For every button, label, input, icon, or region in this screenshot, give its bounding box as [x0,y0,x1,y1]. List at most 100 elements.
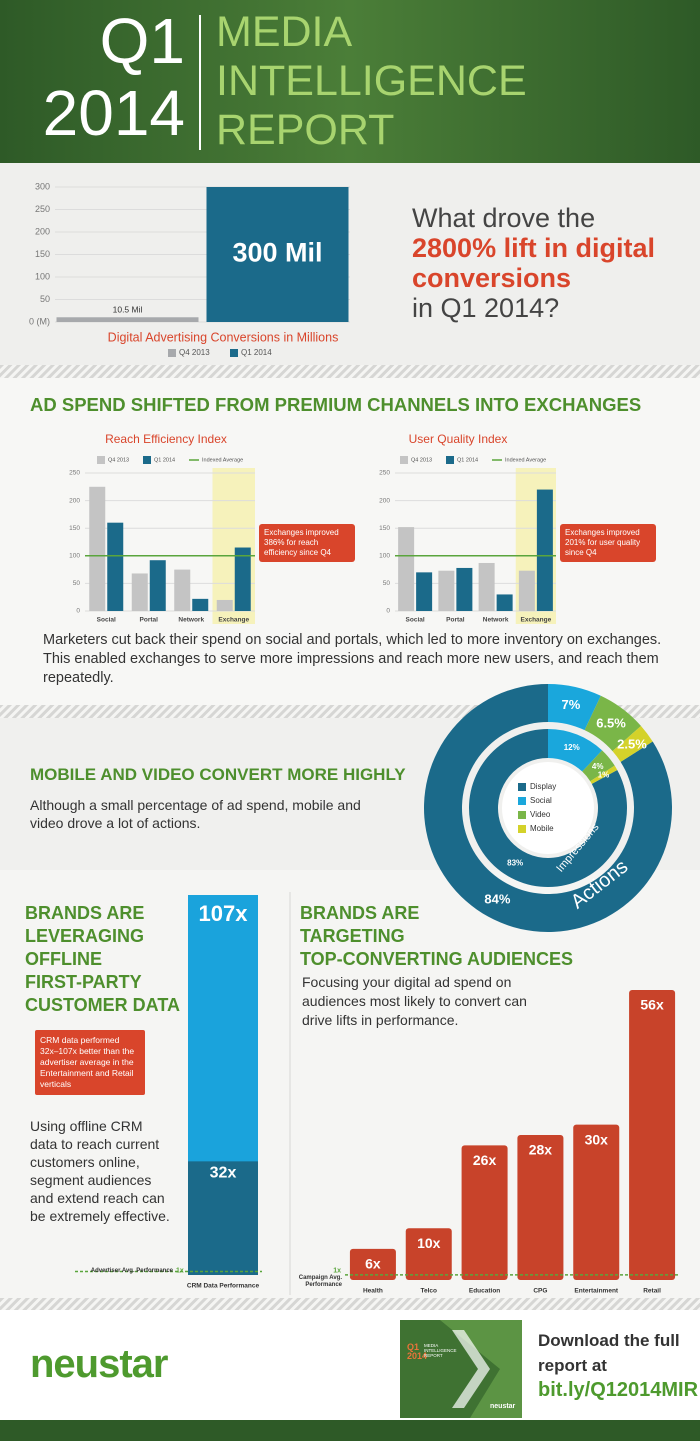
x-tick-label: Exchange [218,617,249,624]
legend-swatch [518,797,526,805]
y-tick-label: 200 [69,497,80,504]
annotation: Exchanges improved 386% for reach effici… [259,524,355,562]
bar [573,1124,620,1280]
y-tick-label: 200 [379,497,390,504]
thumbnail-shape [440,1320,522,1418]
heading-line: LEVERAGING [25,926,145,946]
bar [496,594,513,611]
thumbnail-brand: neustar [490,1403,516,1410]
thumbnail-quarter: Q1 2014 [407,1343,427,1361]
chart-title: Digital Advertising Conversions in Milli… [108,330,339,344]
section-body: Although a small percentage of ad spend,… [30,797,361,831]
legend-label: Q1 2014 [457,457,478,463]
header-background [0,0,700,163]
x-tick-label: Network [483,617,509,624]
donut-segment [584,695,642,752]
value-label: 300 Mil [232,238,322,268]
value-label: 56x [640,997,664,1013]
y-tick-label: 0 [76,608,80,615]
legend-label: Video [530,810,551,819]
bar [188,1161,258,1275]
x-tick-label: Entertainment [574,1288,619,1295]
bar [89,486,106,611]
y-tick-label: 50 [383,580,391,587]
legend-label: Q4 2013 [179,348,210,357]
bar [234,547,251,611]
question-line: in Q1 2014? [412,293,560,323]
thumbnail-chevron [452,1330,490,1408]
cta-line: Download the full [538,1331,680,1350]
chart-title: Reach Efficiency Index [105,432,227,446]
thumbnail-text: Q1 [407,1342,420,1352]
bar [517,1135,564,1280]
question-highlight: 2800% lift in digital [412,233,656,263]
donut-segment [423,684,672,932]
donut-segment [468,729,627,887]
thumbnail-text: 2014 [407,1351,428,1361]
section-heading: BRANDS ARE LEVERAGING OFFLINE FIRST-PART… [25,902,180,1017]
x-tick-label: Network [178,617,204,624]
y-tick-label: 50 [73,580,81,587]
legend-label: Social [530,796,552,805]
y-tick-label: 0 [386,608,390,615]
legend-swatch [446,456,454,464]
bar [478,562,495,611]
value-label: 10.5 Mil [113,305,143,315]
reference-label: Advertiser Avg. Performance [91,1268,174,1274]
bar [192,598,209,611]
x-tick-label: Social [406,617,425,624]
x-tick-label: Portal [140,617,159,624]
legend-swatch [400,456,408,464]
legend-swatch [143,456,151,464]
cta-line: report at [538,1356,607,1375]
value-label: 28x [529,1142,553,1158]
bar [629,990,676,1280]
legend-label: Indexed Average [505,457,546,463]
bar [131,573,148,611]
donut-segment [612,725,653,762]
value-label: 12% [564,743,580,752]
heading-line: BRANDS ARE [25,903,145,923]
heading-line: TOP-CONVERTING AUDIENCES [300,949,574,969]
x-tick-label: CRM Data Performance [187,1283,260,1290]
value-label: 1% [598,770,610,779]
annotation: Exchanges improved 201% for user quality… [560,524,656,562]
title-line: REPORT [216,106,395,154]
section-body: Using offline CRM data to reach current … [30,1118,170,1224]
bar [438,570,455,611]
section-body: Marketers cut back their spend on social… [43,632,662,686]
thumbnail-title: MEDIA INTELLIGENCE REPORT [424,1343,457,1358]
link[interactable]: bit.ly/Q12014MIR [538,1379,699,1401]
value-label: 7% [562,697,581,712]
y-tick-label: 150 [379,525,390,532]
legend-swatch [518,825,526,833]
y-tick-label: 250 [379,470,390,477]
bar [216,599,233,611]
question-highlight: conversions [412,263,572,293]
legend-label: Q1 2014 [154,457,175,463]
y-tick-label: 100 [35,271,50,281]
reference-value: 1x [333,1268,341,1275]
bar [107,522,124,611]
x-tick-label: Education [469,1288,500,1295]
bar [398,527,415,611]
legend-label: Display [530,782,556,791]
section-heading: BRANDS ARE TARGETING TOP-CONVERTING AUDI… [300,902,573,971]
x-tick-label: Portal [446,617,465,624]
legend-label: Q4 2013 [108,457,129,463]
footer-background [0,1310,700,1420]
heading-line: TARGETING [300,926,405,946]
header-quarter: Q1 [99,5,185,77]
x-tick-label: Telco [421,1288,438,1295]
legend-swatch [518,783,526,791]
y-tick-label: 250 [69,470,80,477]
legend-swatch [168,349,176,357]
y-tick-label: 300 [35,181,50,191]
y-tick-label: 0 (M) [29,316,50,326]
bar [461,1145,508,1280]
legend-swatch [230,349,238,357]
section-heading: MOBILE AND VIDEO CONVERT MORE HIGHLY [30,765,406,784]
title-line: INTELLIGENCE [216,57,527,105]
value-label: 10x [417,1235,441,1251]
